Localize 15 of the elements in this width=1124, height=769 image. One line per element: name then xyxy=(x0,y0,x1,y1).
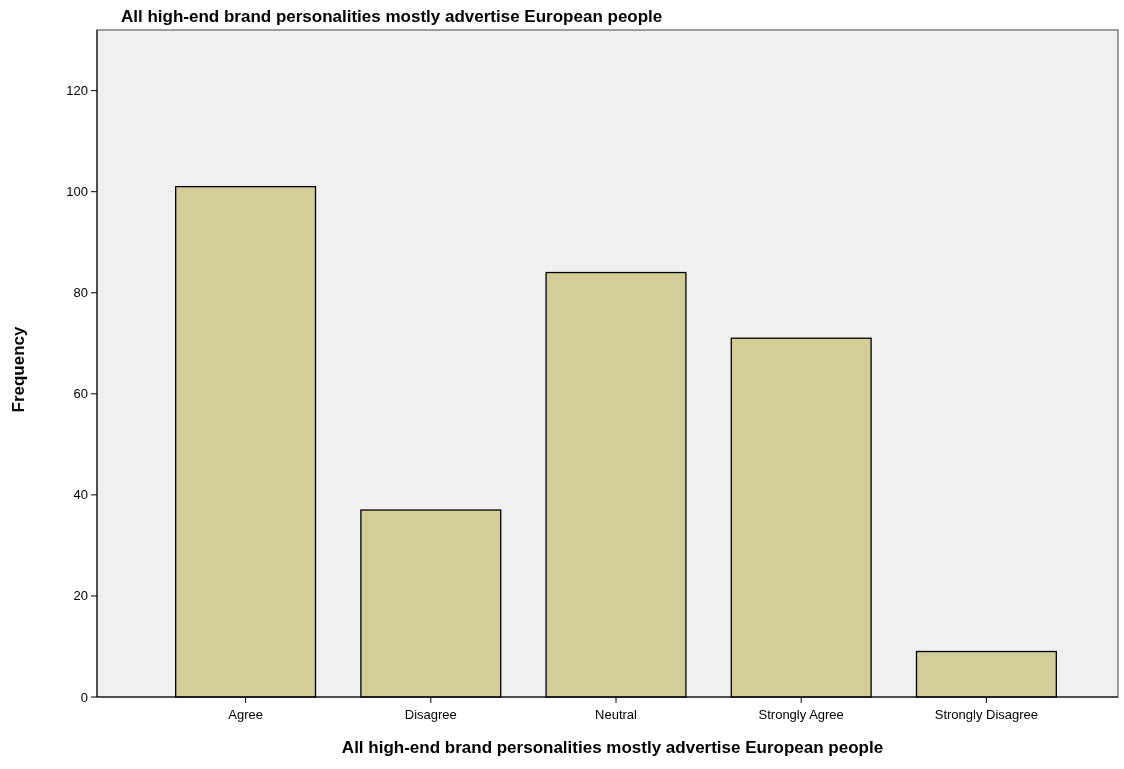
x-tick-label: Agree xyxy=(228,707,263,722)
x-axis-title: All high-end brand personalities mostly advertise European people xyxy=(341,738,884,757)
y-tick-label: 60 xyxy=(73,386,88,402)
y-tick-label: 0 xyxy=(80,689,88,705)
x-tick-label: Neutral xyxy=(595,707,638,722)
x-tick-label: Strongly Disagree xyxy=(934,707,1039,722)
y-tick-label: 20 xyxy=(73,588,88,604)
x-tick-label: Strongly Agree xyxy=(758,707,844,722)
chart-title: All high-end brand personalities mostly advertise European people xyxy=(121,7,663,26)
x-tick-label: Disagree xyxy=(404,707,457,722)
y-axis-title: Frequency xyxy=(9,325,28,413)
y-tick-label: 80 xyxy=(73,285,88,301)
y-tick-label: 40 xyxy=(73,487,88,503)
y-tick-label: 100 xyxy=(66,184,88,200)
y-tick-label: 120 xyxy=(66,83,88,99)
